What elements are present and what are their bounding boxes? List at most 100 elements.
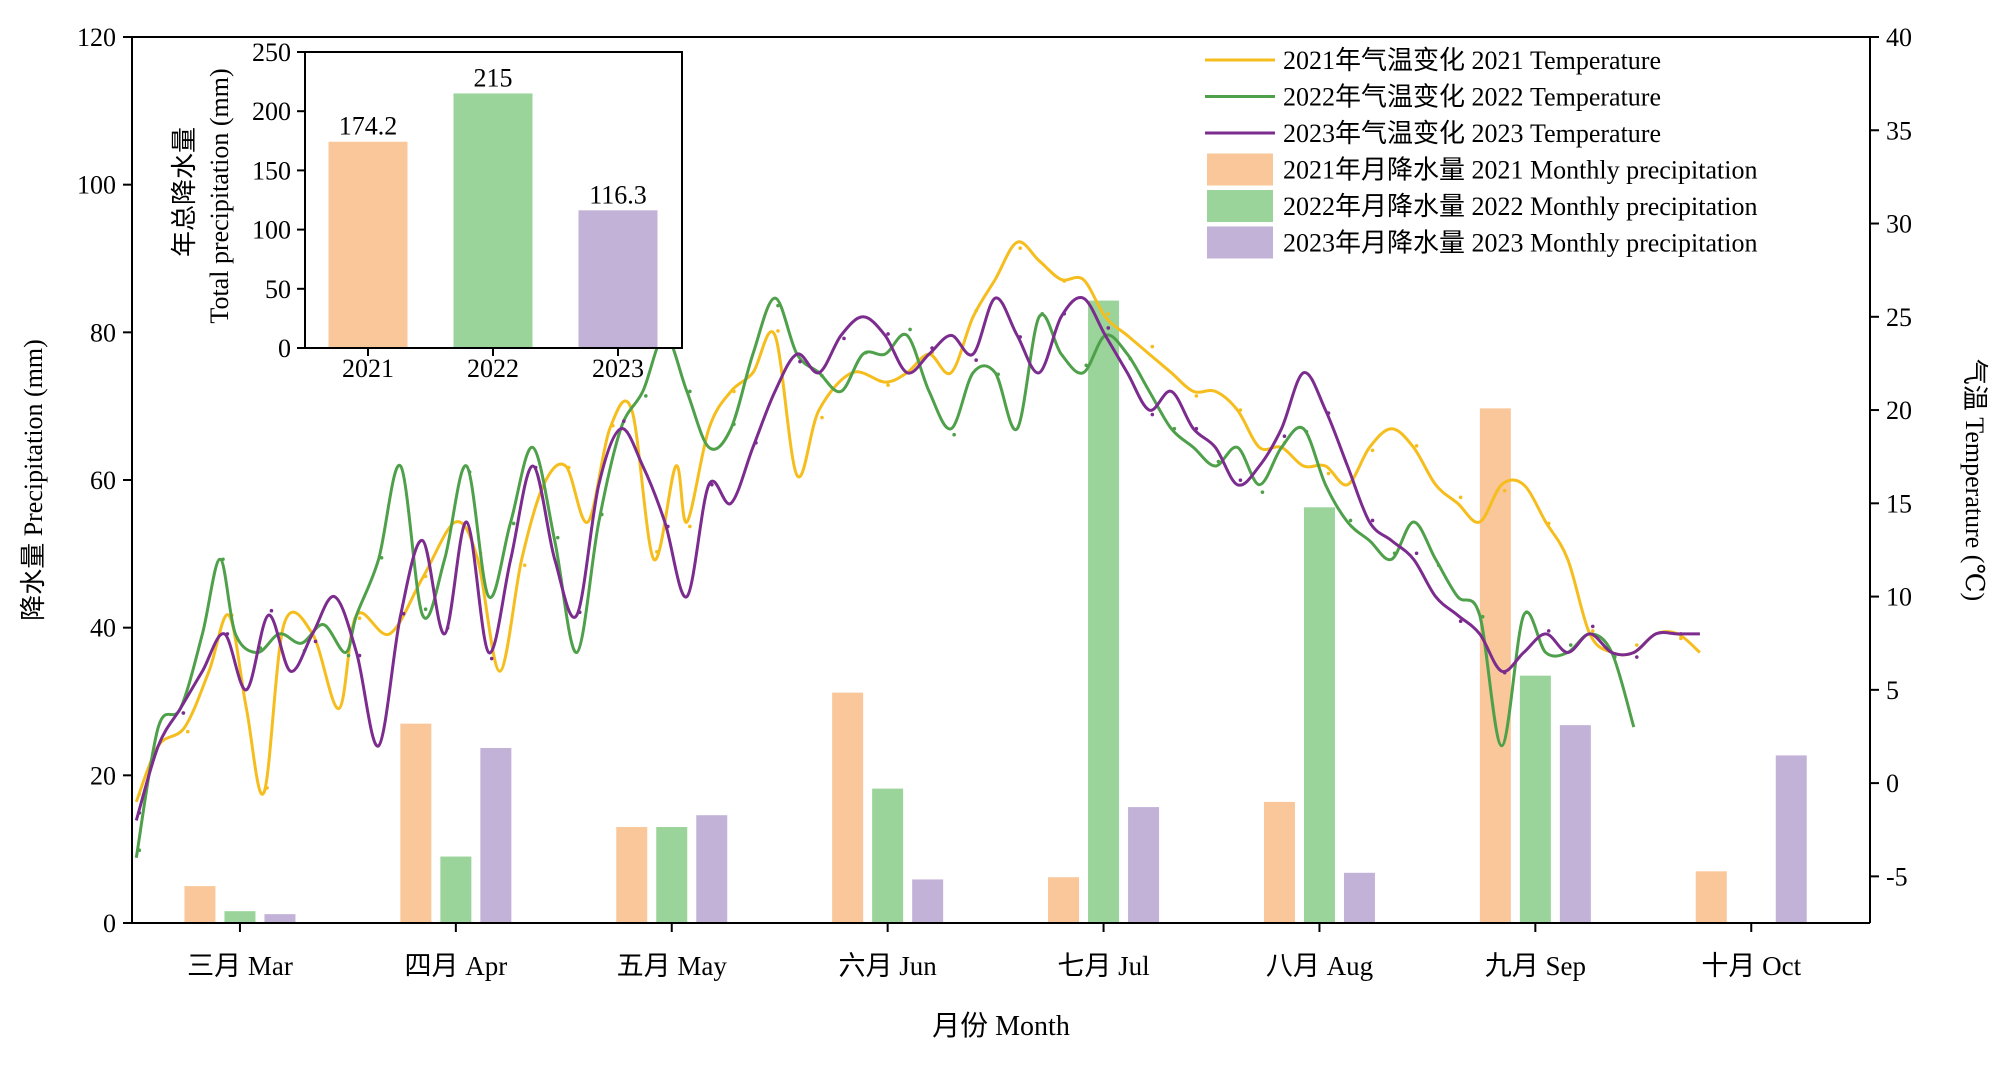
temperature-line-2022 xyxy=(134,296,1636,858)
temperature-point-2021 xyxy=(1150,344,1155,349)
temperature-point-2022 xyxy=(1304,429,1309,434)
left-tick-label: 60 xyxy=(90,466,116,495)
temperature-point-2023 xyxy=(357,653,362,658)
temperature-point-2022 xyxy=(1172,426,1177,431)
inset-y-tick-label: 150 xyxy=(252,156,291,185)
precip-bar-2023 xyxy=(1343,872,1375,923)
inset-bar-layer: 174.2 215 116.3 xyxy=(328,63,658,348)
temperature-point-2022 xyxy=(423,607,428,612)
temperature-point-2022 xyxy=(996,372,1000,377)
temperature-point-2022 xyxy=(732,422,736,427)
precip-bar-2021 xyxy=(184,886,216,923)
left-y-axis-label: 降水量 Precipitation (mm) xyxy=(19,339,48,621)
x-tick-label: 十月 Oct xyxy=(1701,951,1801,981)
temperature-point-2022 xyxy=(908,327,912,332)
right-tick-label: 25 xyxy=(1886,303,1912,332)
temperature-point-2023 xyxy=(1238,478,1243,482)
temperature-point-2021 xyxy=(974,308,978,313)
left-tick-label: 80 xyxy=(90,318,116,347)
temperature-point-2021 xyxy=(1106,311,1111,316)
total-precip-value-label: 215 xyxy=(474,63,513,92)
temperature-point-2021 xyxy=(1370,448,1375,453)
temperature-point-2022 xyxy=(864,350,868,355)
temperature-point-2023 xyxy=(1635,655,1639,659)
temperature-point-2022 xyxy=(820,373,824,378)
legend-label: 2021年月降水量 2021 Monthly precipitation xyxy=(1283,156,1757,185)
temperature-point-2022 xyxy=(346,653,351,658)
legend: 2021年气温变化 2021 Temperature 2022年气温变化 2022… xyxy=(1205,46,1757,259)
temperature-point-2023 xyxy=(1326,411,1331,415)
precip-bar-2023 xyxy=(1559,725,1591,923)
temperature-line-2021 xyxy=(134,240,1701,803)
temperature-point-2022 xyxy=(1392,551,1397,556)
precip-bar-2022 xyxy=(224,911,256,923)
temperature-point-2023 xyxy=(1458,619,1463,624)
temperature-line-layer xyxy=(134,240,1701,858)
temperature-point-2022 xyxy=(1216,459,1221,464)
temperature-point-2021 xyxy=(688,524,692,529)
right-y-ticks: -5 0 5 10 15 20 25 30 35 40 xyxy=(1870,23,1912,891)
x-tick-label: 七月 Jul xyxy=(1057,951,1149,981)
precip-bar-2021 xyxy=(1263,801,1295,923)
inset-x-tick-label: 2021 xyxy=(342,354,394,383)
temperature-point-2023 xyxy=(1590,624,1595,629)
temperature-point-2023 xyxy=(1282,434,1287,439)
right-y-axis-label: 气温 Temperature (℃) xyxy=(1960,359,1989,601)
temperature-point-2022 xyxy=(379,555,384,560)
legend-label: 2023年月降水量 2023 Monthly precipitation xyxy=(1283,229,1757,258)
temperature-point-2021 xyxy=(1414,444,1419,448)
precip-bar-2023 xyxy=(264,914,296,923)
inset-y-tick-label: 0 xyxy=(278,334,291,363)
temperature-point-2021 xyxy=(820,415,824,420)
x-axis-label: 月份 Month xyxy=(932,1010,1070,1042)
temperature-point-2023 xyxy=(1502,670,1507,675)
temperature-point-2023 xyxy=(621,419,626,424)
inset-x-tick-label: 2023 xyxy=(592,354,644,383)
precip-bar-2023 xyxy=(1775,755,1807,923)
temperature-point-2021 xyxy=(655,549,659,554)
total-precip-value-label: 116.3 xyxy=(589,180,647,209)
temperature-point-2022 xyxy=(555,535,560,540)
inset-y-tick-label: 50 xyxy=(265,275,291,304)
legend-label: 2021年气温变化 2021 Temperature xyxy=(1283,46,1661,75)
total-precip-bar xyxy=(328,141,408,348)
x-tick-label: 五月 May xyxy=(617,951,728,981)
legend-label: 2022年月降水量 2022 Monthly precipitation xyxy=(1283,192,1757,221)
temperature-point-2023 xyxy=(313,639,318,644)
temperature-point-2021 xyxy=(886,383,890,387)
temperature-point-2023 xyxy=(1194,426,1199,431)
temperature-point-2022 xyxy=(952,432,956,437)
left-y-ticks: 0 20 40 60 80 100 120 xyxy=(77,23,132,938)
temperature-point-2021 xyxy=(566,465,571,470)
temperature-point-2022 xyxy=(644,394,648,398)
temperature-point-2023 xyxy=(886,332,890,336)
temperature-point-2023 xyxy=(137,811,142,815)
temperature-point-2022 xyxy=(1524,610,1529,615)
left-tick-label: 120 xyxy=(77,23,116,52)
temperature-point-2022 xyxy=(688,389,692,394)
main-bar-layer xyxy=(184,300,1807,924)
right-tick-label: 10 xyxy=(1886,583,1912,612)
temperature-point-2023 xyxy=(445,626,450,630)
temperature-point-2023 xyxy=(798,359,802,364)
temperature-point-2023 xyxy=(181,711,186,715)
temperature-point-2023 xyxy=(225,632,230,636)
temperature-point-2021 xyxy=(610,423,615,428)
precip-bar-2021 xyxy=(1048,877,1080,923)
temperature-point-2023 xyxy=(1370,518,1375,523)
right-tick-label: 5 xyxy=(1886,676,1899,705)
temperature-point-2022 xyxy=(776,303,780,308)
temperature-point-2022 xyxy=(137,848,142,853)
x-tick-label: 三月 Mar xyxy=(187,951,293,981)
temperature-point-2023 xyxy=(1106,326,1111,330)
x-tick-label: 九月 Sep xyxy=(1485,951,1586,981)
temperature-point-2021 xyxy=(776,329,780,333)
temperature-point-2023 xyxy=(489,656,494,661)
total-precip-bar xyxy=(453,93,533,348)
temperature-point-2021 xyxy=(1238,408,1243,412)
x-tick-label: 六月 Jun xyxy=(839,951,938,981)
temperature-point-2023 xyxy=(1062,311,1067,316)
temperature-point-2022 xyxy=(1480,614,1485,619)
precip-bar-2022 xyxy=(872,788,904,923)
